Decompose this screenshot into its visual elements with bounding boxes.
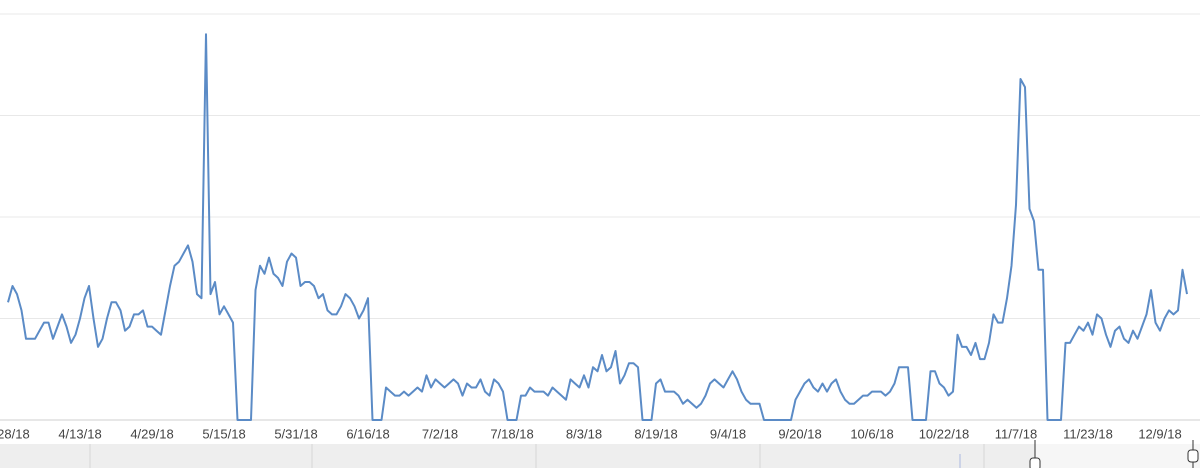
navigator-handle[interactable] [1029, 457, 1041, 468]
x-tick-label: 3/28/18 [0, 426, 30, 441]
x-tick-label: 6/16/18 [346, 426, 389, 441]
x-tick-label: 10/22/18 [919, 426, 970, 441]
x-tick-label: 4/13/18 [58, 426, 101, 441]
x-tick-label: 5/31/18 [274, 426, 317, 441]
x-tick-label: 7/2/18 [422, 426, 458, 441]
data-line [7, 33, 1188, 421]
x-tick-label: 8/19/18 [634, 426, 677, 441]
x-tick-label: 8/3/18 [566, 426, 602, 441]
x-tick-label: 9/4/18 [710, 426, 746, 441]
navigator [0, 440, 1200, 468]
x-tick-label: 7/18/18 [490, 426, 533, 441]
x-tick-label: 12/9/18 [1138, 426, 1181, 441]
navigator-handle[interactable] [1187, 449, 1199, 463]
x-tick-label: 5/15/18 [202, 426, 245, 441]
x-tick-label: 4/29/18 [130, 426, 173, 441]
navigator-track [0, 444, 1200, 468]
x-tick-label: 11/7/18 [995, 426, 1037, 441]
navigator-window[interactable] [1035, 444, 1200, 468]
x-tick-label: 10/6/18 [850, 426, 893, 441]
x-tick-label: 9/20/18 [778, 426, 821, 441]
x-tick-label: 11/23/18 [1063, 426, 1113, 441]
